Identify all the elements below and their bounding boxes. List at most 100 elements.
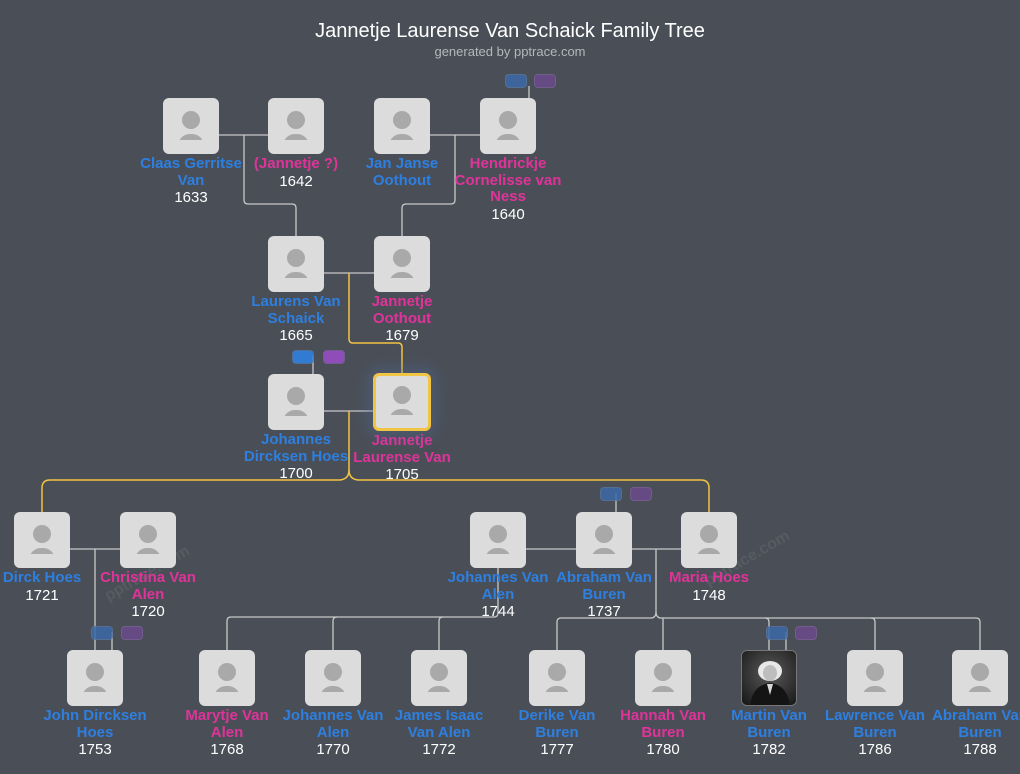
- avatar[interactable]: [576, 512, 632, 568]
- avatar[interactable]: [120, 512, 176, 568]
- avatar[interactable]: [14, 512, 70, 568]
- person-icon-body: [591, 548, 617, 554]
- person-card-hendrickje[interactable]: Hendrickje Cornelisse van Ness 1640: [453, 98, 563, 223]
- person-name[interactable]: (Jannetje ?): [253, 155, 339, 172]
- person-card-lawrence[interactable]: Lawrence Van Buren 1786: [820, 650, 930, 758]
- expand-father-button[interactable]: [292, 350, 314, 364]
- person-card-james-isaac[interactable]: James Isaac Van Alen 1772: [384, 650, 494, 758]
- person-name[interactable]: Dirck Hoes: [2, 569, 82, 586]
- avatar[interactable]: [529, 650, 585, 706]
- avatar[interactable]: [163, 98, 219, 154]
- expand-mother-button[interactable]: [323, 350, 345, 364]
- person-icon: [287, 387, 305, 405]
- avatar[interactable]: [305, 650, 361, 706]
- person-name[interactable]: John Dircksen Hoes: [43, 707, 147, 741]
- person-year: 1679: [385, 327, 419, 344]
- person-icon-body: [862, 686, 888, 692]
- avatar[interactable]: [374, 236, 430, 292]
- person-name[interactable]: Derike Van Buren: [518, 707, 596, 741]
- person-year: 1777: [540, 741, 574, 758]
- person-icon: [324, 663, 342, 681]
- person-card-martin[interactable]: Martin Van Buren 1782: [714, 650, 824, 758]
- person-name[interactable]: Claas Gerritse Van: [140, 155, 242, 189]
- person-card-jan-janse[interactable]: Jan Janse Oothout: [347, 98, 457, 189]
- person-icon: [595, 525, 613, 543]
- person-card-jannetje-oothout[interactable]: Jannetje Oothout 1679: [347, 236, 457, 344]
- person-card-johannes-van-alen[interactable]: Johannes Van Alen 1744: [443, 512, 553, 620]
- avatar[interactable]: [268, 236, 324, 292]
- person-card-marytje[interactable]: Marytje Van Alen 1768: [172, 650, 282, 758]
- person-name[interactable]: Johannes Van Alen: [447, 569, 549, 603]
- person-icon: [430, 663, 448, 681]
- person-name[interactable]: Abraham Van Buren: [556, 569, 652, 603]
- person-year: 1786: [858, 741, 892, 758]
- person-card-johannes-jr[interactable]: Johannes Van Alen 1770: [278, 650, 388, 758]
- person-card-jannetje-q[interactable]: (Jannetje ?) 1642: [241, 98, 351, 190]
- person-name[interactable]: Lawrence Van Buren: [824, 707, 926, 741]
- person-year: 1748: [692, 586, 726, 604]
- person-name[interactable]: Jan Janse Oothout: [365, 155, 439, 189]
- person-icon-body: [389, 272, 415, 278]
- avatar[interactable]: [268, 374, 324, 430]
- person-card-abraham-jr[interactable]: Abraham Van Buren 1788: [925, 650, 1020, 758]
- person-name[interactable]: Marytje Van Alen: [185, 707, 269, 741]
- avatar[interactable]: [470, 512, 526, 568]
- person-card-johannes-dircksen[interactable]: Johannes Dircksen Hoes 1700: [241, 374, 351, 482]
- person-year: 1782: [752, 741, 786, 758]
- person-name[interactable]: Hannah Van Buren: [620, 707, 706, 741]
- person-name[interactable]: Abraham Van Buren: [932, 707, 1020, 741]
- person-card-dirck-hoes[interactable]: Dirck Hoes 1721: [0, 512, 97, 604]
- person-card-laurens[interactable]: Laurens Van Schaick 1665: [241, 236, 351, 344]
- avatar[interactable]: [374, 98, 430, 154]
- person-card-jannetje-laurense-focus[interactable]: Jannetje Laurense Van 1705: [347, 373, 457, 483]
- expand-father-button[interactable]: [600, 487, 622, 501]
- expand-mother-button[interactable]: [630, 487, 652, 501]
- person-card-hannah[interactable]: Hannah Van Buren 1780: [608, 650, 718, 758]
- avatar[interactable]: [847, 650, 903, 706]
- portrait-photo[interactable]: [741, 650, 797, 706]
- expand-mother-button[interactable]: [534, 74, 556, 88]
- avatar[interactable]: [268, 98, 324, 154]
- person-icon: [182, 111, 200, 129]
- person-icon: [489, 525, 507, 543]
- person-card-derike[interactable]: Derike Van Buren 1777: [502, 650, 612, 758]
- avatar[interactable]: [480, 98, 536, 154]
- person-name[interactable]: Jannetje Laurense Van: [353, 432, 451, 466]
- person-name[interactable]: James Isaac Van Alen: [394, 707, 484, 741]
- expand-father-button[interactable]: [91, 626, 113, 640]
- avatar[interactable]: [952, 650, 1008, 706]
- person-icon: [393, 249, 411, 267]
- avatar[interactable]: [67, 650, 123, 706]
- person-icon-body: [967, 686, 993, 692]
- person-card-maria-hoes[interactable]: Maria Hoes 1748: [654, 512, 764, 604]
- person-name[interactable]: Christina Van Alen: [100, 569, 196, 603]
- avatar[interactable]: [411, 650, 467, 706]
- avatar[interactable]: [373, 373, 431, 431]
- expand-mother-button[interactable]: [795, 626, 817, 640]
- expand-father-button[interactable]: [766, 626, 788, 640]
- person-card-christina[interactable]: Christina Van Alen 1720: [93, 512, 203, 620]
- person-card-claas[interactable]: Claas Gerritse Van 1633: [136, 98, 246, 206]
- person-icon-body: [426, 686, 452, 692]
- avatar[interactable]: [199, 650, 255, 706]
- person-name[interactable]: Hendrickje Cornelisse van Ness: [454, 155, 562, 205]
- person-name[interactable]: Jannetje Oothout: [371, 293, 433, 327]
- expand-father-button[interactable]: [505, 74, 527, 88]
- person-icon-body: [283, 134, 309, 140]
- person-name[interactable]: Johannes Van Alen: [282, 707, 384, 741]
- person-name[interactable]: Maria Hoes: [668, 569, 750, 586]
- person-year: 1640: [491, 205, 525, 223]
- person-year: 1772: [422, 741, 456, 758]
- person-icon-body: [389, 409, 415, 415]
- person-icon: [33, 525, 51, 543]
- person-icon-body: [650, 686, 676, 692]
- avatar[interactable]: [681, 512, 737, 568]
- avatar[interactable]: [635, 650, 691, 706]
- person-card-john-dircksen[interactable]: John Dircksen Hoes 1753: [40, 650, 150, 758]
- expand-mother-button[interactable]: [121, 626, 143, 640]
- person-name[interactable]: Martin Van Buren: [731, 707, 807, 741]
- person-name[interactable]: Johannes Dircksen Hoes: [243, 431, 349, 465]
- person-name[interactable]: Laurens Van Schaick: [251, 293, 341, 327]
- person-year: 1788: [963, 741, 997, 758]
- person-card-abraham-sr[interactable]: Abraham Van Buren 1737: [549, 512, 659, 620]
